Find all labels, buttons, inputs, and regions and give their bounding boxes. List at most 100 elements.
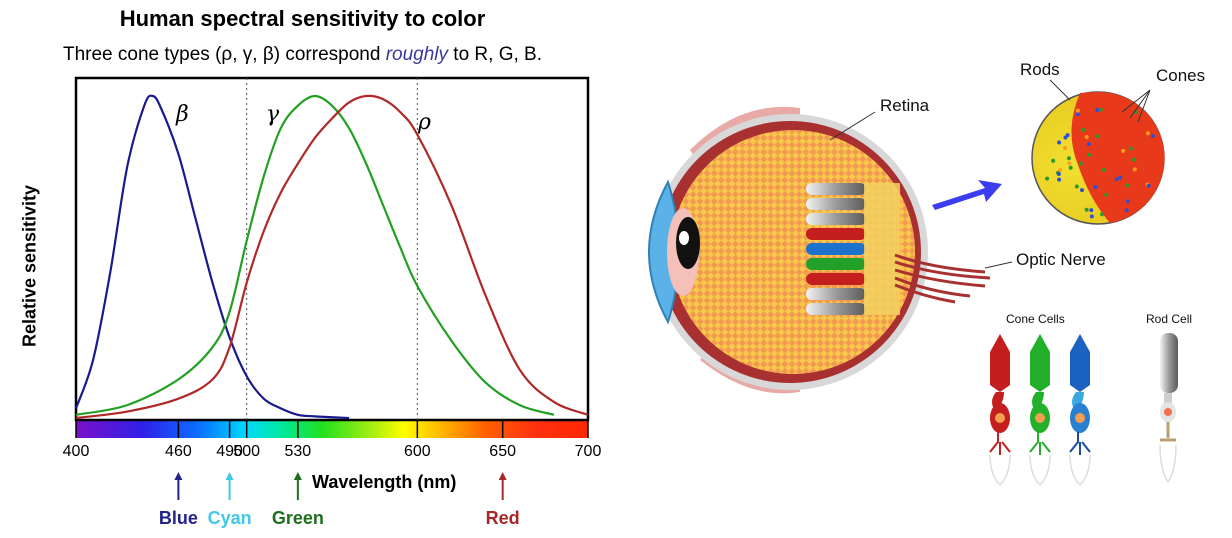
photoreceptor-dot (1131, 157, 1136, 162)
curve-series-0 (74, 94, 350, 420)
photoreceptor-dot (1081, 127, 1086, 132)
photoreceptor-dot (1058, 168, 1063, 173)
color-name-green: Green (271, 508, 324, 528)
cornea (648, 179, 680, 325)
x-tick-label-500: 500 (233, 443, 261, 460)
photoreceptor-dot (1089, 214, 1094, 219)
photoreceptor-dot (1093, 185, 1098, 190)
photoreceptor-dot (1098, 107, 1103, 112)
photoreceptor-dot (1068, 165, 1073, 170)
photoreceptor-dot (1084, 134, 1089, 139)
photoreceptor-dot (1100, 212, 1105, 217)
cone-cell-red (989, 334, 1011, 486)
photoreceptor-dot (1063, 135, 1068, 140)
curve-series-2 (75, 94, 589, 420)
color-name-blue: Blue (158, 508, 198, 528)
arrowhead-red (498, 472, 507, 480)
rods-label: Rods (1020, 60, 1060, 79)
photoreceptor-dot (1063, 145, 1068, 150)
x-tick-label-530: 530 (284, 443, 312, 460)
photoreceptor-dot (1066, 156, 1071, 161)
plot-frame (74, 76, 590, 422)
x-tick-label-650: 650 (489, 443, 517, 460)
cones-label: Cones (1156, 66, 1206, 85)
photoreceptor-dot (1089, 208, 1094, 213)
pupil-highlight (679, 231, 689, 245)
photoreceptor-dot (1079, 188, 1084, 193)
x-tick-label-600: 600 (403, 443, 431, 460)
photoreceptor-dot (1102, 168, 1107, 173)
cones-leader-line-1 (1121, 89, 1151, 113)
photoreceptor-dot (1075, 112, 1080, 117)
x-tick-label-460: 460 (165, 443, 192, 460)
photoreceptor-dot (1051, 158, 1056, 163)
magnify-arrow (932, 180, 1002, 210)
optic-nerve (894, 253, 991, 304)
photoreceptor-dot (1087, 152, 1092, 157)
photoreceptor-dot (1075, 108, 1080, 113)
photoreceptor-dot (1057, 177, 1062, 182)
color-name-cyan: Cyan (207, 508, 252, 528)
photoreceptor-dot (1095, 134, 1100, 139)
rods-leader-line (1049, 79, 1071, 101)
photoreceptor-dot (1086, 142, 1091, 147)
x-tick-label-400: 400 (62, 443, 90, 460)
curve-label-beta: β (176, 102, 189, 127)
color-name-red: Red (485, 508, 520, 528)
eyeball (652, 114, 928, 390)
optic-nerve-leader-line (984, 261, 1013, 269)
x-tick-label-490: 490 (216, 443, 243, 460)
subtitle-emphasis: roughly (385, 44, 449, 65)
photoreceptor-dot (1055, 170, 1060, 175)
optic-nerve-label: Optic Nerve (1016, 250, 1106, 269)
photoreceptor-dot (1084, 207, 1089, 212)
x-tick-label-700: 700 (574, 443, 602, 460)
photoreceptor-dot (1067, 161, 1072, 166)
curve-label-rho: ρ (418, 110, 431, 135)
retina-label: Retina (880, 96, 930, 115)
photoreceptor-dot (1121, 148, 1126, 153)
photoreceptor-dot (1150, 133, 1155, 138)
photoreceptor-dot (1045, 176, 1050, 181)
spectrum-bar (76, 420, 588, 438)
retina-closeup (1031, 91, 1165, 225)
photoreceptor-dot (1104, 192, 1109, 197)
photoreceptor-dot (1057, 140, 1062, 145)
photoreceptor-dot (1125, 183, 1130, 188)
photoreceptor-dot (1146, 183, 1151, 188)
cones-leader-line-2 (1129, 89, 1151, 119)
spectral-chart (74, 76, 590, 500)
arrowhead-green (293, 472, 302, 480)
subtitle-prefix: Three cone types (ρ, γ, β) correspond (62, 44, 386, 65)
cone-cell-green (1029, 334, 1051, 486)
photoreceptor-dot (1056, 171, 1061, 176)
pupil (676, 217, 700, 269)
lens (667, 208, 699, 296)
photoreceptor-dot (1126, 199, 1131, 204)
rod-cell-label: Rod Cell (1146, 312, 1193, 326)
photoreceptor-dot (1132, 167, 1137, 172)
photoreceptor-dot (1118, 175, 1123, 180)
photoreceptor-dot (1114, 177, 1119, 182)
photoreceptor-dot (1128, 146, 1133, 151)
photoreceptor-dot (1124, 208, 1129, 213)
cones-leader-line-3 (1137, 89, 1151, 123)
cone-cells-label: Cone Cells (1006, 312, 1065, 326)
chart-subtitle: Three cone types (ρ, γ, β) correspond ro… (0, 44, 605, 66)
photoreceptor-dot (1095, 107, 1100, 112)
photoreceptor-dot (1133, 110, 1138, 115)
curve-series-1 (75, 94, 555, 416)
arrowhead-blue (174, 472, 183, 480)
photoreceptor-dot (1078, 161, 1083, 166)
photoreceptor-dot (1145, 182, 1150, 187)
chart-title: Human spectral sensitivity to color (119, 6, 486, 31)
rod-cell (1159, 333, 1178, 483)
lower-eyelid (700, 345, 800, 394)
curve-label-gamma: γ (266, 102, 280, 127)
x-axis-label: Wavelength (nm) (312, 472, 457, 492)
upper-eyelid (690, 106, 800, 165)
subtitle-suffix: to R, G, B. (448, 44, 542, 65)
photoreceptor-dot (1074, 184, 1079, 189)
arrowhead-cyan (225, 472, 234, 480)
cone-cell-blue (1069, 334, 1091, 486)
